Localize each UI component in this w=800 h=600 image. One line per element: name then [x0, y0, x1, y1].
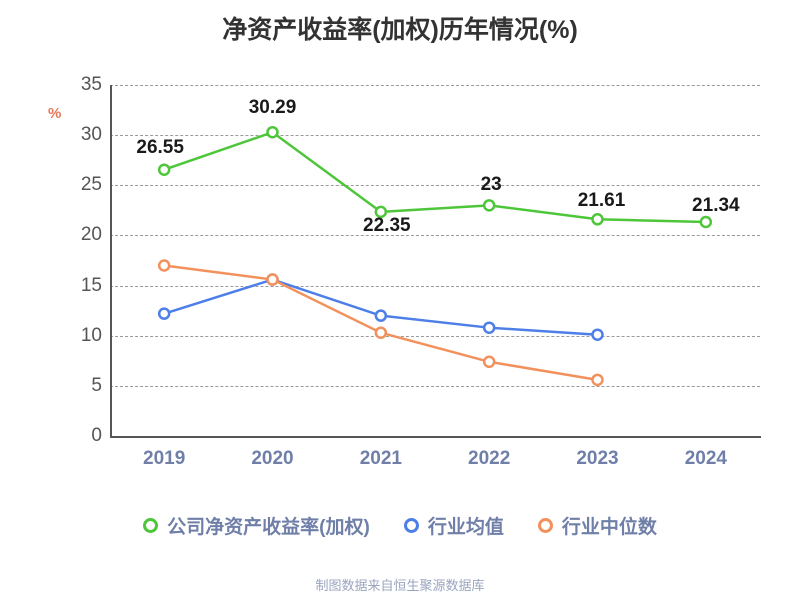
gridline [110, 335, 760, 337]
y-axis-label: % [48, 105, 62, 122]
data-label: 23 [480, 174, 502, 196]
legend: 公司净资产收益率(加权) 行业均值 行业中位数 [0, 512, 800, 539]
y-tick: 0 [91, 425, 102, 446]
data-point[interactable] [266, 273, 279, 286]
chart-title: 净资产收益率(加权)历年情况(%) [222, 16, 578, 44]
data-point[interactable] [591, 213, 604, 226]
gridline [110, 185, 760, 187]
data-label: 21.34 [692, 194, 740, 216]
gridline [110, 135, 760, 137]
data-point[interactable] [482, 321, 496, 334]
y-tick: 20 [80, 224, 102, 246]
x-tick: 2021 [359, 448, 402, 469]
data-point[interactable] [374, 205, 388, 219]
gridline [110, 235, 760, 237]
x-tick: 2023 [576, 448, 619, 469]
x-tick: 2019 [143, 448, 186, 469]
y-tick: 25 [80, 174, 102, 196]
y-tick: 35 [80, 74, 102, 95]
data-label: 30.29 [248, 97, 297, 119]
data-point[interactable] [482, 355, 496, 369]
data-point[interactable] [591, 373, 604, 387]
legend-marker-icon [143, 518, 159, 533]
y-axis-ticks: 35 30 25 20 15 10 5 0 [58, 74, 102, 446]
data-point[interactable] [591, 328, 604, 341]
y-tick: 10 [80, 324, 102, 346]
legend-item-industry-mean[interactable]: 行业均值 [403, 512, 504, 539]
gridline [110, 385, 760, 387]
series-line [164, 264, 598, 382]
legend-item-industry-median[interactable]: 行业中位数 [537, 512, 657, 539]
data-point[interactable] [266, 125, 279, 139]
legend-marker-icon [537, 518, 553, 533]
data-point[interactable] [374, 309, 388, 322]
x-axis-line [110, 436, 761, 438]
data-point[interactable] [374, 326, 388, 339]
y-tick: 30 [80, 124, 102, 146]
series-line [163, 130, 706, 224]
legend-label: 公司净资产收益率(加权) [167, 517, 370, 538]
data-point[interactable] [157, 259, 171, 272]
x-tick: 2024 [684, 448, 727, 469]
chart-footer: 制图数据来自恒生聚源数据库 [315, 578, 485, 593]
legend-item-company[interactable]: 公司净资产收益率(加权) [143, 512, 370, 539]
x-tick: 2022 [468, 448, 511, 469]
y-axis-line [110, 85, 112, 436]
legend-label: 行业均值 [427, 517, 504, 538]
series-layer [157, 125, 713, 387]
data-point[interactable] [157, 307, 171, 320]
data-point[interactable] [699, 215, 713, 229]
series-line [163, 278, 598, 336]
legend-marker-icon [403, 518, 419, 533]
data-point[interactable] [482, 199, 496, 212]
gridline [110, 285, 760, 287]
plot-area [110, 85, 760, 435]
data-point[interactable] [157, 163, 171, 176]
y-tick: 15 [80, 274, 102, 296]
legend-label: 行业中位数 [561, 517, 657, 538]
x-tick: 2020 [251, 448, 294, 469]
data-label: 21.61 [577, 190, 626, 212]
y-tick: 5 [91, 374, 102, 396]
data-label: 22.35 [363, 214, 411, 236]
gridline [110, 85, 760, 86]
data-label: 26.55 [136, 136, 184, 158]
